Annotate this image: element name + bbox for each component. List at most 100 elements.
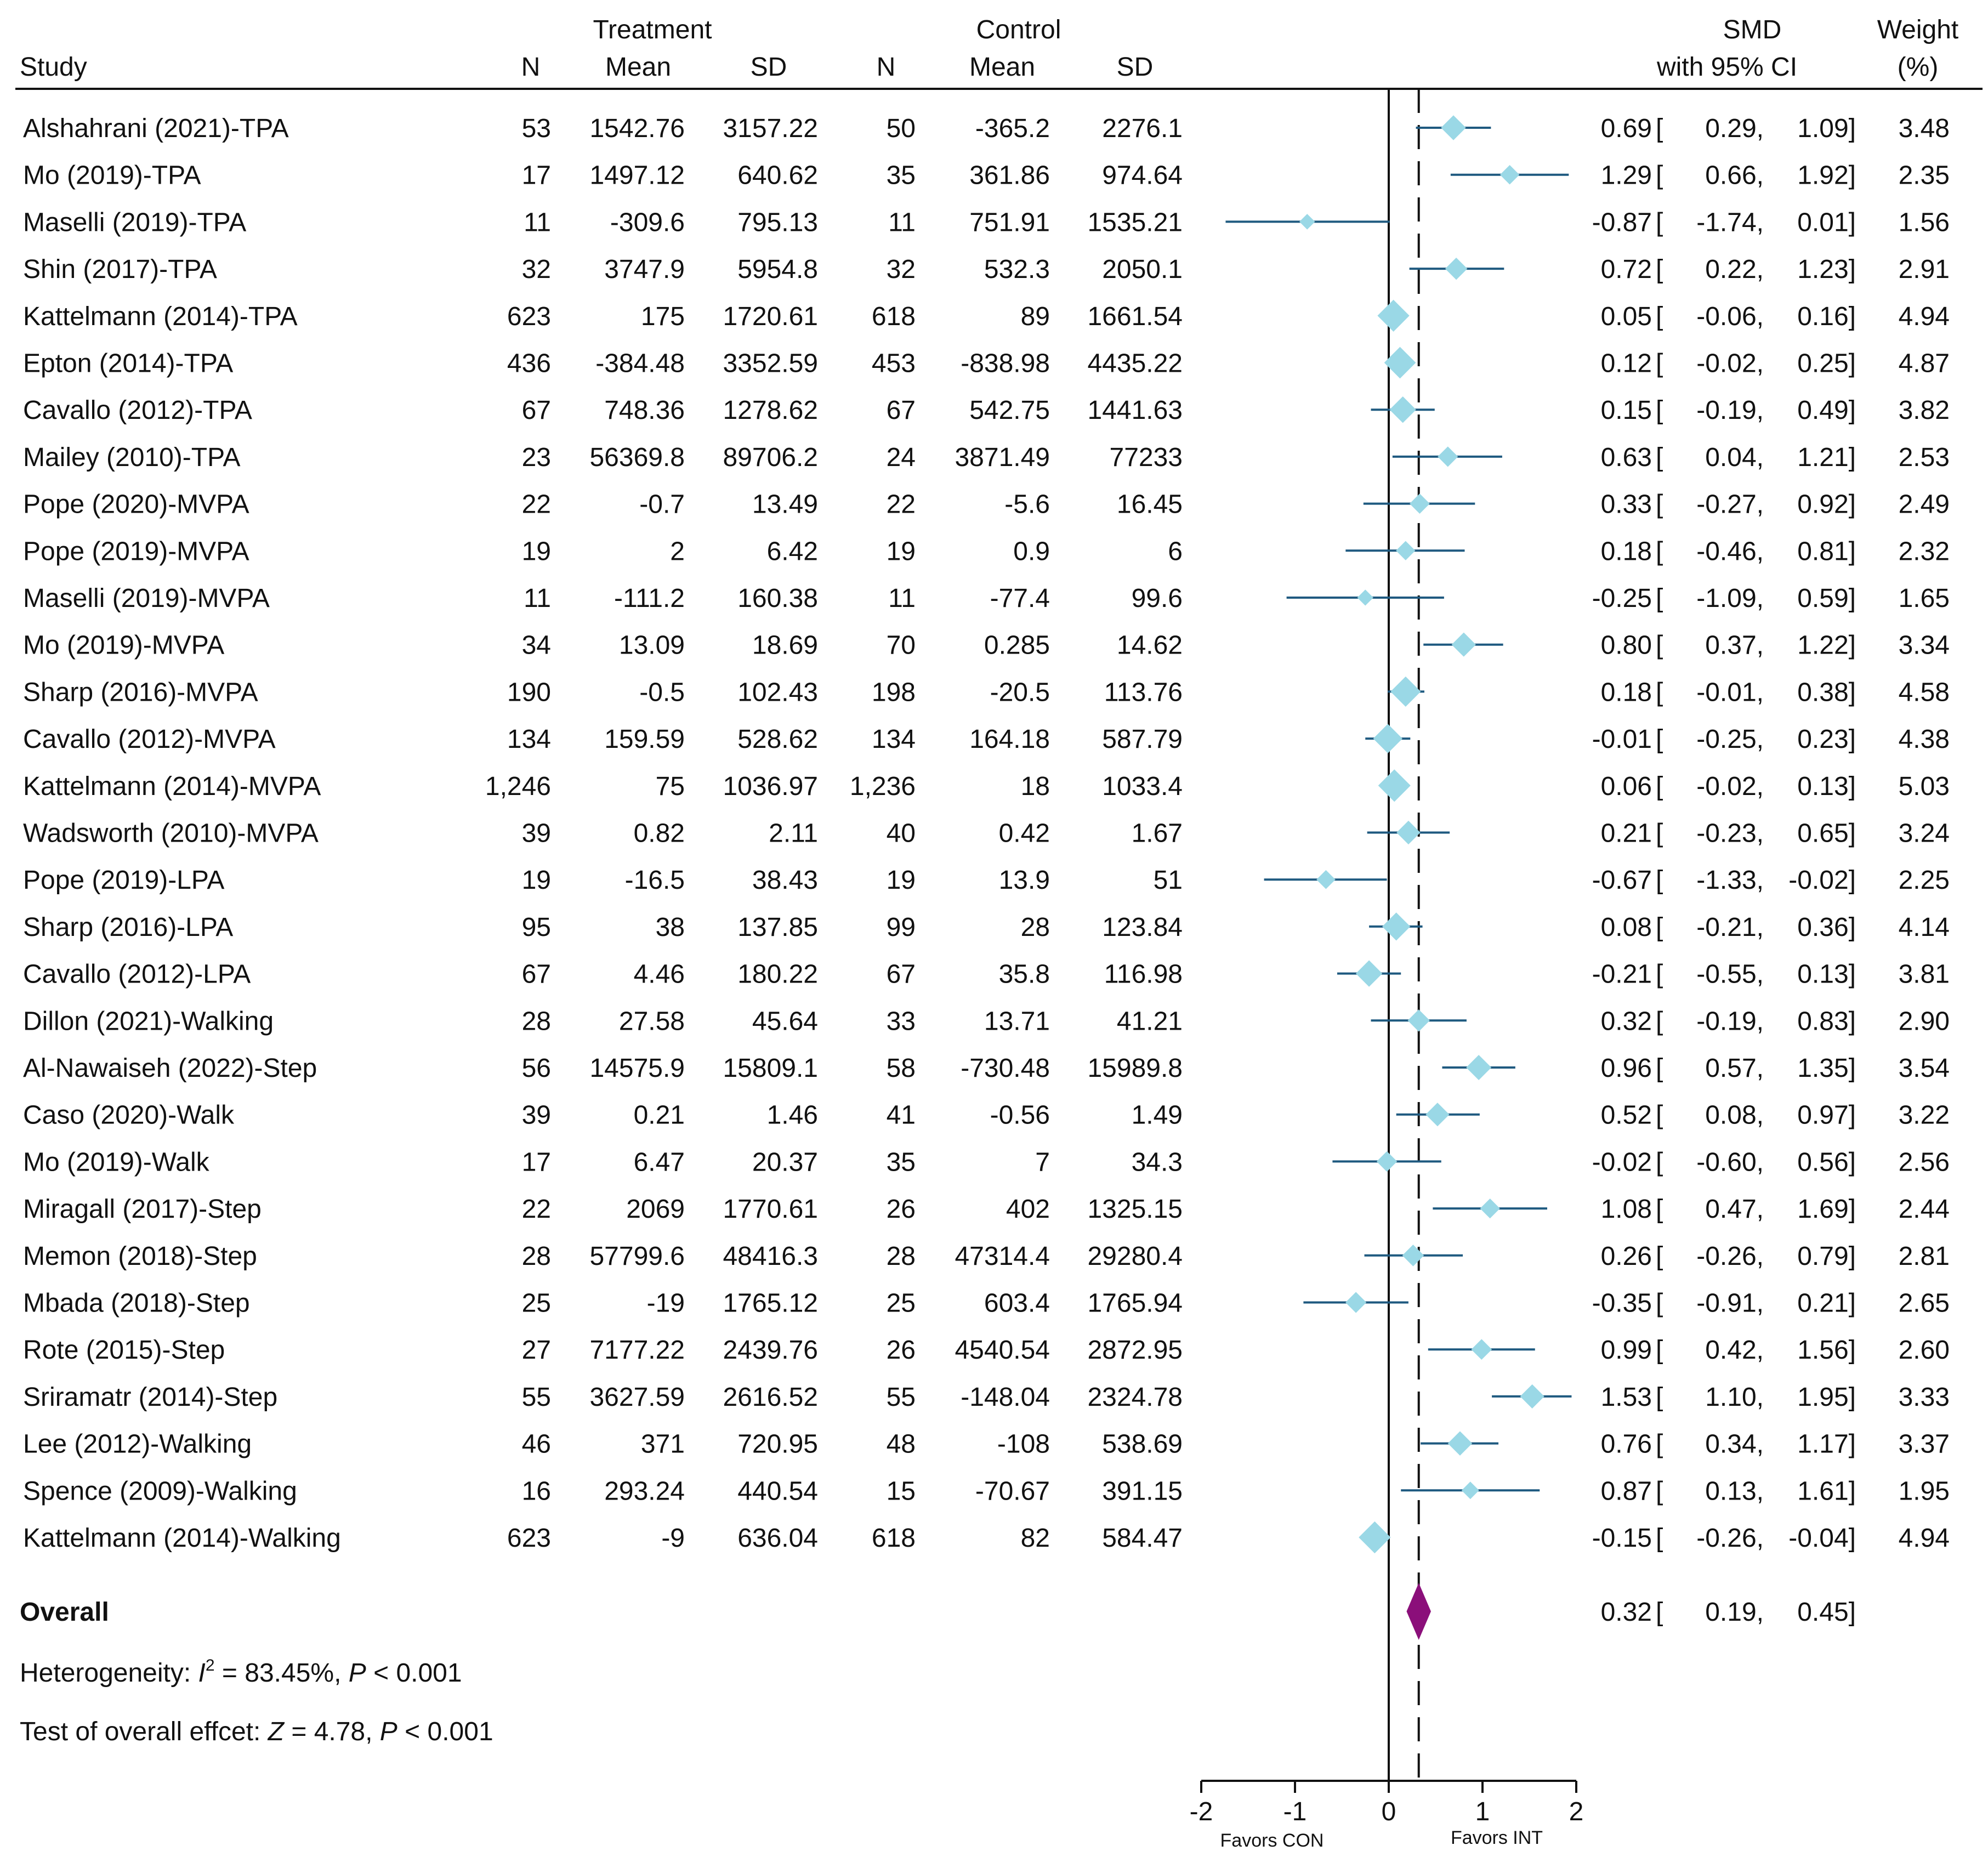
control-sd: 15989.8 xyxy=(1087,1054,1183,1083)
ci-bracket: [ xyxy=(1656,1383,1663,1412)
treatment-sd: 5954.8 xyxy=(737,255,818,284)
control-n: 11 xyxy=(888,584,916,613)
ci-lower: 0.47, xyxy=(1705,1195,1764,1224)
treatment-mean: 0.21 xyxy=(634,1101,685,1130)
control-mean: 3871.49 xyxy=(955,443,1050,472)
control-n: 35 xyxy=(887,161,916,190)
treatment-sd: 1278.62 xyxy=(723,396,818,425)
treatment-n: 67 xyxy=(522,396,551,425)
control-n: 99 xyxy=(887,913,916,942)
treatment-sd: 636.04 xyxy=(737,1524,818,1553)
ci-upper: 1.17] xyxy=(1797,1430,1856,1459)
control-n: 198 xyxy=(872,678,916,707)
ci-lower: -0.23, xyxy=(1696,819,1764,848)
ci-lower: -1.74, xyxy=(1696,208,1764,237)
weight-value: 4.94 xyxy=(1899,1524,1950,1553)
control-sd: 123.84 xyxy=(1102,913,1183,942)
smd-value: 0.05 xyxy=(1601,302,1652,331)
weight-value: 2.90 xyxy=(1899,1007,1950,1036)
treatment-mean: -0.7 xyxy=(639,490,685,519)
ci-bracket: [ xyxy=(1656,1524,1663,1553)
header-control-n: N xyxy=(877,53,896,82)
control-mean: 0.42 xyxy=(999,819,1050,848)
ci-upper: 0.59] xyxy=(1797,584,1856,613)
treatment-mean: -19 xyxy=(647,1289,685,1318)
header-study: Study xyxy=(20,53,87,82)
control-n: 48 xyxy=(887,1430,916,1459)
treatment-n: 39 xyxy=(522,819,551,848)
control-n: 70 xyxy=(887,631,916,660)
treatment-sd: 13.49 xyxy=(752,490,818,519)
ci-upper: 0.97] xyxy=(1797,1101,1856,1130)
control-sd: 2872.95 xyxy=(1087,1336,1183,1365)
smd-value: -0.35 xyxy=(1592,1289,1652,1318)
study-label: Miragall (2017)-Step xyxy=(23,1195,262,1224)
smd-value: 0.69 xyxy=(1601,114,1652,143)
control-mean: -77.4 xyxy=(990,584,1050,613)
ci-bracket: [ xyxy=(1656,114,1663,143)
treatment-n: 16 xyxy=(522,1477,551,1506)
study-label: Pope (2019)-MVPA xyxy=(23,537,249,566)
weight-value: 2.35 xyxy=(1899,161,1950,190)
weight-value: 2.65 xyxy=(1899,1289,1950,1318)
treatment-mean: 3627.59 xyxy=(589,1383,685,1412)
smd-value: 0.15 xyxy=(1601,396,1652,425)
control-mean: 4540.54 xyxy=(955,1336,1050,1365)
study-label: Sharp (2016)-MVPA xyxy=(23,678,258,707)
ci-bracket: [ xyxy=(1656,725,1663,754)
treatment-mean: 175 xyxy=(641,302,685,331)
treatment-mean: -0.5 xyxy=(639,678,685,707)
control-n: 35 xyxy=(887,1148,916,1177)
overall-test-p-value: < 0.001 xyxy=(397,1717,493,1746)
ci-bracket: [ xyxy=(1656,772,1663,801)
ci-bracket: [ xyxy=(1656,819,1663,848)
treatment-mean: 0.82 xyxy=(634,819,685,848)
smd-value: -0.21 xyxy=(1592,960,1652,989)
control-mean: 402 xyxy=(1006,1195,1050,1224)
effect-marker xyxy=(1407,1009,1430,1032)
treatment-n: 17 xyxy=(522,161,551,190)
ci-lower: -0.19, xyxy=(1696,396,1764,425)
weight-value: 3.37 xyxy=(1899,1430,1950,1459)
ci-bracket: [ xyxy=(1656,443,1663,472)
footer-group: Heterogeneity: I2 = 83.45%, P < 0.001Tes… xyxy=(20,1656,493,1746)
treatment-sd: 2616.52 xyxy=(723,1383,818,1412)
effect-marker xyxy=(1451,632,1476,657)
treatment-mean: 3747.9 xyxy=(604,255,685,284)
treatment-sd: 102.43 xyxy=(737,678,818,707)
control-n: 134 xyxy=(872,725,916,754)
effect-marker xyxy=(1382,912,1411,941)
smd-value: 0.99 xyxy=(1601,1336,1652,1365)
ci-lower: 0.34, xyxy=(1705,1430,1764,1459)
control-n: 28 xyxy=(887,1242,916,1271)
header-smd-ci: with 95% CI xyxy=(1656,53,1797,82)
effect-marker xyxy=(1389,396,1416,423)
control-sd: 41.21 xyxy=(1117,1007,1183,1036)
treatment-n: 22 xyxy=(522,1195,551,1224)
ci-upper: 0.16] xyxy=(1797,302,1856,331)
study-label: Cavallo (2012)-LPA xyxy=(23,960,251,989)
overall-label: Overall xyxy=(20,1598,109,1627)
smd-value: 0.18 xyxy=(1601,537,1652,566)
weight-value: 2.44 xyxy=(1899,1195,1950,1224)
weight-value: 3.24 xyxy=(1899,819,1950,848)
ci-upper: 1.95] xyxy=(1797,1383,1856,1412)
study-label: Mo (2019)-MVPA xyxy=(23,631,224,660)
treatment-n: 11 xyxy=(524,208,551,237)
heterogeneity-value: = 83.45%, xyxy=(215,1659,349,1688)
control-sd: 34.3 xyxy=(1132,1148,1183,1177)
overall-test-text: Test of overall effcet: Z = 4.78, P < 0.… xyxy=(20,1717,493,1746)
smd-value: 0.80 xyxy=(1601,631,1652,660)
ci-lower: 0.08, xyxy=(1705,1101,1764,1130)
control-mean: 0.9 xyxy=(1013,537,1050,566)
treatment-sd: 440.54 xyxy=(737,1477,818,1506)
control-n: 618 xyxy=(872,302,916,331)
treatment-mean: 6.47 xyxy=(634,1148,685,1177)
control-sd: 99.6 xyxy=(1132,584,1183,613)
treatment-mean: 4.46 xyxy=(634,960,685,989)
ci-lower: -0.27, xyxy=(1696,490,1764,519)
ci-upper: 1.35] xyxy=(1797,1054,1856,1083)
weight-value: 2.91 xyxy=(1899,255,1950,284)
treatment-sd: 1765.12 xyxy=(723,1289,818,1318)
weight-value: 4.14 xyxy=(1899,913,1950,942)
